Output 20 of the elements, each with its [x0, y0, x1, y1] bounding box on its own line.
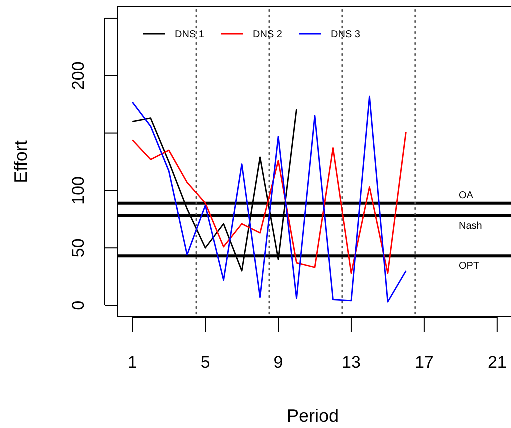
ref-line-label: OPT [459, 261, 480, 272]
y-tick-label: 0 [69, 300, 88, 310]
x-tick-label: 5 [200, 353, 210, 372]
y-axis-title: Effort [11, 140, 31, 184]
legend-label: DNS 2 [253, 30, 283, 40]
x-tick-label: 17 [414, 353, 434, 372]
ref-line-label: Nash [459, 220, 482, 232]
line-series [132, 131, 407, 274]
y-tick-label: 200 [69, 62, 88, 90]
legend-label: DNS 1 [175, 30, 205, 40]
x-tick-label: 21 [488, 353, 507, 372]
ref-line-label: OA [459, 190, 474, 202]
legend-label: DNS 3 [331, 30, 361, 40]
line-series [132, 96, 407, 303]
x-tick-label: 13 [342, 353, 361, 372]
x-tick-label: 1 [128, 353, 138, 372]
x-tick-label: 9 [274, 353, 284, 372]
y-tick-label: 100 [69, 176, 88, 205]
x-axis-title: Period [286, 406, 340, 426]
y-tick-label: 50 [69, 238, 88, 258]
